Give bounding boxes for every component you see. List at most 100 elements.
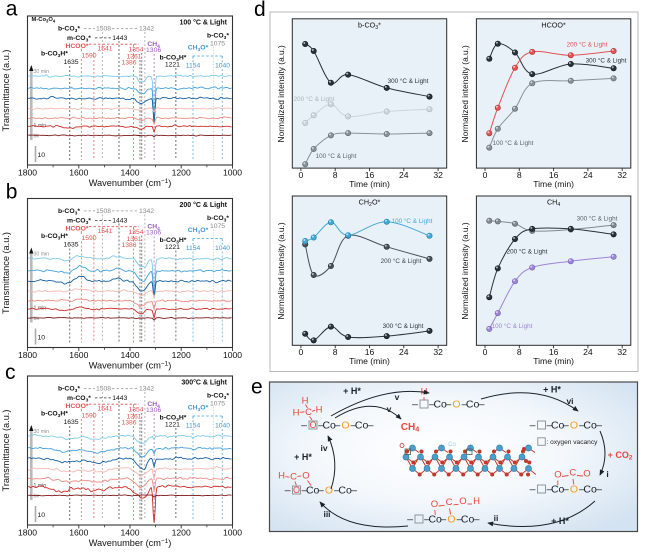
svg-text:d: d	[254, 0, 266, 21]
svg-text:+ H*: + H*	[543, 385, 561, 395]
svg-text:1221: 1221	[165, 62, 180, 69]
svg-text:HCOO*: HCOO*	[541, 20, 566, 29]
svg-text:30 min: 30 min	[34, 69, 50, 75]
svg-text:1040: 1040	[215, 63, 230, 70]
svg-text:0: 0	[299, 170, 304, 180]
svg-text:1154: 1154	[186, 423, 201, 430]
svg-text:Co: Co	[448, 442, 456, 448]
svg-text:ii: ii	[494, 513, 499, 523]
svg-text:b-CO3*: b-CO3*	[358, 20, 381, 30]
svg-text:Co: Co	[583, 420, 597, 432]
svg-text:–: –	[547, 420, 553, 432]
svg-text:b-CO3*: b-CO3*	[207, 33, 229, 41]
svg-text:200 °C & Light: 200 °C & Light	[567, 41, 608, 49]
svg-text:iv: iv	[320, 443, 327, 453]
svg-text:O: O	[431, 499, 438, 510]
svg-text:1342: 1342	[139, 208, 154, 215]
svg-text:bk: bk	[34, 493, 40, 499]
svg-text:Wavenumber (cm−1): Wavenumber (cm−1)	[89, 361, 172, 371]
svg-text:8: 8	[333, 170, 338, 180]
svg-text:O: O	[570, 420, 578, 432]
svg-text:8: 8	[517, 170, 522, 180]
svg-text:1541: 1541	[97, 406, 112, 413]
svg-text:1354: 1354	[128, 407, 143, 414]
svg-text:1075: 1075	[210, 40, 225, 47]
svg-text:32: 32	[433, 347, 443, 357]
svg-text:10: 10	[38, 152, 46, 159]
svg-text:1306: 1306	[146, 407, 161, 414]
svg-text:–: –	[429, 399, 435, 411]
svg-text:Transmittance (a.u.): Transmittance (a.u.)	[1, 50, 11, 132]
svg-text:Co: Co	[306, 485, 320, 497]
svg-text:Co: Co	[551, 484, 565, 496]
svg-text:i: i	[606, 469, 608, 479]
svg-text:1386: 1386	[121, 60, 136, 67]
svg-text:O: O	[447, 514, 455, 526]
svg-text:1541: 1541	[97, 46, 112, 53]
svg-text:1400: 1400	[120, 350, 139, 360]
svg-text:24: 24	[399, 170, 409, 180]
svg-text:–: –	[407, 514, 413, 526]
svg-text:vi: vi	[566, 396, 573, 406]
svg-text:b-CO3*: b-CO3*	[58, 385, 80, 393]
svg-text:1600: 1600	[69, 528, 88, 538]
svg-text:–: –	[479, 399, 485, 411]
svg-text:–: –	[596, 420, 602, 432]
svg-text:–: –	[462, 399, 468, 411]
svg-text:32: 32	[617, 347, 627, 357]
svg-text:–: –	[424, 514, 430, 526]
svg-text:O: O	[452, 399, 460, 411]
svg-text:m-CO3*: m-CO3*	[67, 395, 91, 403]
svg-text:1361: 1361	[126, 236, 141, 243]
svg-text:1342: 1342	[139, 25, 154, 32]
svg-text:1200: 1200	[172, 168, 191, 178]
svg-text:Co: Co	[461, 514, 475, 526]
svg-text:O: O	[554, 470, 561, 481]
svg-text:M-Co3O4: M-Co3O4	[32, 17, 56, 23]
svg-text:Normalized intensity (a.u.): Normalized intensity (a.u.)	[460, 222, 470, 319]
svg-text:1590: 1590	[81, 52, 96, 59]
svg-text:30 min: 30 min	[34, 252, 50, 258]
svg-text:Co: Co	[322, 420, 336, 432]
svg-text:+ CO2: + CO2	[608, 450, 633, 461]
svg-text:–: –	[530, 484, 536, 496]
svg-text:1306: 1306	[146, 47, 161, 54]
svg-text:1443: 1443	[112, 217, 127, 224]
svg-text:1000: 1000	[223, 350, 242, 360]
svg-text:–: –	[579, 420, 585, 432]
svg-text:O: O	[302, 471, 309, 482]
svg-text:Normalized intensity (a.u.): Normalized intensity (a.u.)	[460, 45, 470, 142]
svg-text:1 min: 1 min	[34, 123, 47, 129]
svg-text:–: –	[579, 484, 585, 496]
svg-text:1590: 1590	[81, 235, 96, 242]
svg-text:100 °C & Light: 100 °C & Light	[392, 217, 433, 225]
svg-text:v: v	[395, 392, 400, 402]
svg-text:1443: 1443	[112, 35, 127, 42]
svg-text:–: –	[318, 485, 324, 497]
svg-text:–: –	[368, 420, 374, 432]
svg-text:b-CO3*: b-CO3*	[207, 393, 229, 401]
svg-text:v: v	[387, 404, 392, 414]
svg-text:–: –	[302, 485, 308, 497]
svg-text:1000: 1000	[223, 168, 242, 178]
svg-text:–: –	[563, 484, 569, 496]
svg-text:16: 16	[365, 170, 375, 180]
svg-text:+ H*: + H*	[343, 386, 361, 396]
svg-text:1800: 1800	[18, 168, 37, 178]
svg-text:1635: 1635	[63, 419, 78, 426]
svg-text:C: C	[305, 407, 312, 418]
svg-text:b: b	[6, 181, 18, 204]
svg-text:O: O	[583, 469, 590, 480]
svg-text:–: –	[301, 420, 307, 432]
svg-text:–: –	[563, 420, 569, 432]
svg-text:1386: 1386	[121, 242, 136, 249]
svg-text:300 °C & Light: 300 °C & Light	[586, 57, 627, 65]
svg-text:1600: 1600	[69, 350, 88, 360]
svg-text:iii: iii	[323, 509, 330, 519]
svg-text:Co: Co	[428, 514, 442, 526]
svg-text:Transmittance (a.u.): Transmittance (a.u.)	[1, 232, 11, 314]
svg-text:1354: 1354	[128, 229, 143, 236]
svg-text:1800: 1800	[18, 528, 37, 538]
svg-text:Time (min): Time (min)	[349, 179, 390, 189]
svg-text:16: 16	[549, 170, 559, 180]
